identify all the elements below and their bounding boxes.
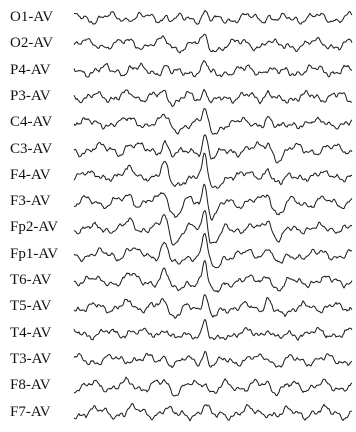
eeg-trace-c3-av [73,134,353,164]
channel-label: F3-AV [10,193,51,210]
eeg-trace-c4-av [73,108,353,135]
channel-label-column: O1-AV O2-AV P4-AV P3-AV C4-AV C3-AV F4-A… [0,0,72,432]
channel-label: O2-AV [10,35,54,52]
eeg-trace-p4-av [73,60,353,78]
channel-label: C4-AV [10,114,53,131]
channel-label: Fp2-AV [10,219,59,236]
eeg-trace-o1-av [73,9,353,25]
eeg-trace-f4-av [73,152,353,189]
channel-label: O1-AV [10,9,54,25]
eeg-trace-f8-av [73,376,353,397]
eeg-trace-f7-av [73,403,353,422]
channel-label: P4-AV [10,61,51,78]
eeg-trace-t6-av [73,259,353,293]
channel-label: Fp1-AV [10,245,59,262]
channel-label: F7-AV [10,403,51,420]
eeg-trace-t4-av [73,318,353,341]
eeg-trace-p3-av [73,88,353,107]
eeg-trace-fp2-av [73,210,353,246]
eeg-trace-f3-av [73,183,353,221]
eeg-trace-t3-av [73,350,353,369]
channel-label: T6-AV [10,272,52,288]
channel-label: T3-AV [10,350,52,367]
channel-label: T4-AV [10,324,52,341]
eeg-trace-fp1-av [73,232,353,269]
channel-label: P3-AV [10,87,51,104]
channel-label: F8-AV [10,377,51,394]
eeg-trace-t5-av [73,294,353,319]
eeg-trace-o2-av [73,33,353,54]
channel-label: C3-AV [10,140,53,157]
channel-label: T5-AV [10,298,52,315]
channel-label: F4-AV [10,166,51,183]
